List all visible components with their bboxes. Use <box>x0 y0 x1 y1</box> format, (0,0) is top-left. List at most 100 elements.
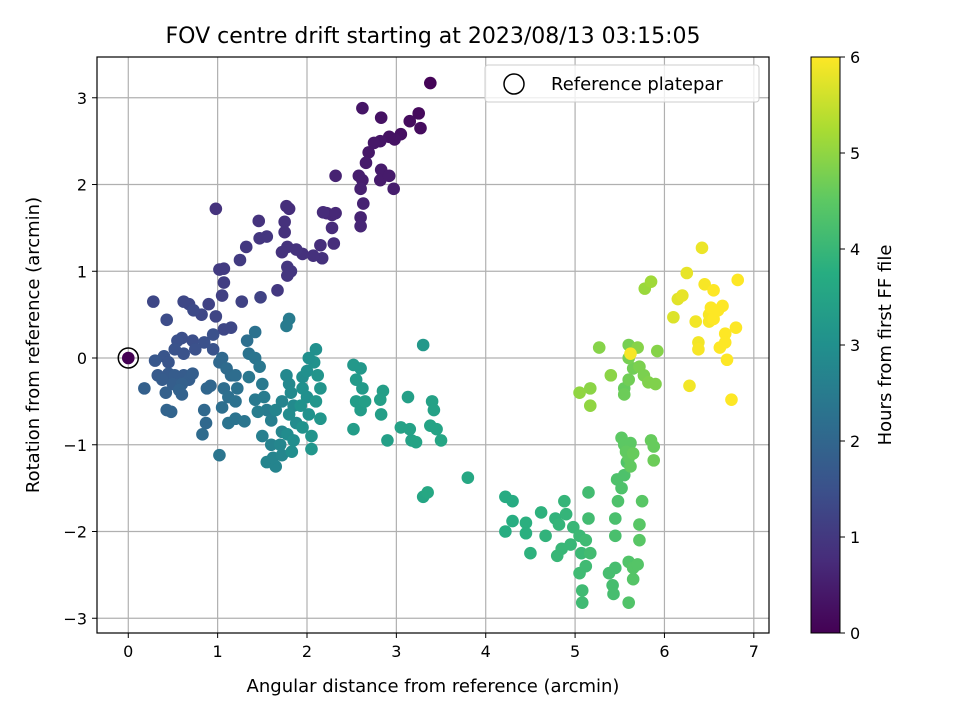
legend: Reference platepar <box>484 64 760 103</box>
data-point <box>239 240 253 254</box>
data-point <box>692 343 705 356</box>
data-point <box>564 538 577 551</box>
data-point <box>617 468 631 482</box>
data-point <box>362 146 375 159</box>
data-point <box>427 403 441 417</box>
data-point <box>235 295 249 308</box>
y-tick-label: 3 <box>77 89 87 108</box>
data-point <box>624 347 637 360</box>
data-point <box>186 367 199 380</box>
data-point <box>381 434 394 447</box>
colorbar-ticks: 0 1 2 3 4 5 6 <box>840 48 860 643</box>
data-point <box>583 399 597 413</box>
data-point <box>387 182 400 196</box>
data-point <box>347 422 360 436</box>
data-point <box>499 525 512 538</box>
data-point <box>302 408 316 421</box>
data-point <box>188 343 202 356</box>
data-point <box>506 494 519 508</box>
data-point <box>617 388 631 401</box>
data-point <box>582 512 595 525</box>
data-point <box>695 241 709 255</box>
data-point <box>329 206 342 220</box>
y-tick-label: −2 <box>63 523 87 542</box>
data-point <box>294 399 308 413</box>
data-point <box>552 518 566 531</box>
y-tick-label: −3 <box>63 609 87 628</box>
data-point <box>430 422 443 436</box>
data-point <box>680 266 694 280</box>
data-point <box>240 334 254 347</box>
data-point <box>121 351 135 365</box>
data-point <box>204 379 217 393</box>
data-point <box>164 405 178 419</box>
data-point <box>146 295 160 308</box>
data-point <box>608 512 622 525</box>
x-tick-label: 6 <box>659 642 669 661</box>
x-tick-label: 5 <box>570 642 580 661</box>
data-point <box>287 434 300 447</box>
data-point <box>177 295 190 308</box>
data-point <box>689 315 703 328</box>
data-points <box>117 76 745 609</box>
data-point <box>305 429 318 443</box>
data-point <box>305 442 318 456</box>
colorbar-label: Hours from first FF file <box>875 245 896 446</box>
data-point <box>354 362 367 375</box>
data-point <box>633 518 646 531</box>
data-point <box>354 182 367 196</box>
data-point <box>314 382 327 395</box>
data-point <box>519 516 533 530</box>
data-point <box>434 434 448 447</box>
data-point <box>160 313 174 327</box>
data-point <box>282 408 296 421</box>
data-point <box>633 533 646 547</box>
data-point <box>275 395 289 408</box>
data-point <box>309 343 323 356</box>
data-point <box>647 440 661 453</box>
x-tick-label: 3 <box>391 642 401 661</box>
data-point <box>416 338 430 352</box>
data-point <box>354 219 367 233</box>
data-point <box>253 232 266 245</box>
data-point <box>725 393 738 406</box>
data-point <box>575 584 589 597</box>
x-tick-label: 4 <box>481 642 491 661</box>
data-point <box>558 494 571 508</box>
data-point <box>187 304 200 317</box>
data-point <box>421 486 434 499</box>
data-point <box>242 370 256 384</box>
data-point <box>698 277 711 291</box>
data-point <box>707 284 720 297</box>
data-point <box>412 107 426 120</box>
x-tick-label: 1 <box>213 642 223 661</box>
data-point <box>302 351 316 365</box>
data-point <box>215 289 229 302</box>
data-point <box>233 253 247 267</box>
data-point <box>256 429 269 443</box>
data-point <box>635 494 649 508</box>
data-point <box>206 328 220 341</box>
grid-lines <box>97 57 769 633</box>
data-point <box>718 336 732 349</box>
data-point <box>209 202 223 216</box>
data-point <box>559 507 573 521</box>
data-point <box>349 373 363 386</box>
data-point <box>534 506 548 519</box>
data-point <box>177 347 190 360</box>
colorbar-tick-label: 3 <box>850 336 860 355</box>
data-point <box>359 156 373 170</box>
data-point <box>309 395 323 408</box>
data-point <box>325 221 339 235</box>
data-point <box>285 445 299 458</box>
colorbar-tick-label: 1 <box>850 528 860 547</box>
data-point <box>217 262 231 275</box>
data-point <box>316 205 330 219</box>
data-point <box>575 596 589 609</box>
data-point <box>254 290 267 304</box>
data-point <box>731 273 745 287</box>
data-point <box>229 395 242 408</box>
data-point <box>604 369 618 382</box>
data-point <box>215 401 229 414</box>
data-point <box>230 382 244 395</box>
